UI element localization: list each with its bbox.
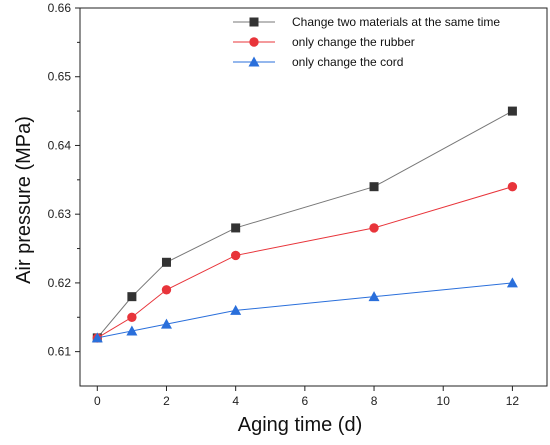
data-point <box>161 257 171 267</box>
plot-frame <box>79 7 548 387</box>
x-axis: 0 2 4 6 8 10 12 <box>94 386 519 408</box>
y-tick-label: 0.63 <box>48 207 72 221</box>
x-tick-label: 4 <box>232 394 239 408</box>
x-tick-label: 10 <box>437 394 451 408</box>
legend-item: Change two materials at the same time <box>233 15 500 29</box>
legend-item: only change the cord <box>233 55 403 69</box>
legend-item: only change the rubber <box>233 35 415 49</box>
y-tick-label: 0.64 <box>48 138 72 152</box>
legend-marker <box>248 56 260 67</box>
data-point <box>160 318 172 329</box>
data-point <box>127 292 137 302</box>
x-tick-label: 12 <box>506 394 520 408</box>
x-axis-title: Aging time (d) <box>238 414 363 436</box>
data-point <box>91 332 103 343</box>
y-tick-label: 0.61 <box>48 345 72 359</box>
legend-label: only change the cord <box>292 55 403 69</box>
data-point <box>506 277 518 288</box>
x-tick-label: 2 <box>163 394 170 408</box>
legend-marker <box>249 17 259 27</box>
legend-marker <box>249 37 259 47</box>
data-point <box>507 181 518 192</box>
y-tick-label: 0.65 <box>48 70 72 84</box>
data-point <box>368 291 380 302</box>
data-point <box>230 304 242 315</box>
series-2 <box>92 181 518 343</box>
y-tick-label: 0.62 <box>48 276 72 290</box>
series-3 <box>91 277 518 343</box>
y-axis: 0.61 0.62 0.63 0.64 0.65 0.66 <box>48 1 80 359</box>
series-line <box>97 186 513 339</box>
series-1 <box>92 106 517 343</box>
data-point <box>161 285 172 295</box>
y-tick-label: 0.66 <box>48 1 72 15</box>
x-tick-label: 6 <box>302 394 309 408</box>
series-line <box>97 282 513 339</box>
legend-label: Change two materials at the same time <box>292 15 500 29</box>
data-point <box>127 312 137 322</box>
data-point <box>507 106 517 116</box>
data-point <box>231 223 241 233</box>
series-layer <box>91 106 518 343</box>
series-line <box>96 110 513 339</box>
legend: Change two materials at the same time onl… <box>233 15 500 69</box>
data-point <box>369 182 379 192</box>
x-tick-label: 8 <box>371 394 378 408</box>
legend-label: only change the rubber <box>292 35 415 49</box>
data-point <box>369 223 379 233</box>
y-axis-title: Air pressure (MPa) <box>13 116 35 284</box>
data-point <box>230 250 241 261</box>
data-point <box>126 325 138 336</box>
x-tick-label: 0 <box>94 394 101 408</box>
